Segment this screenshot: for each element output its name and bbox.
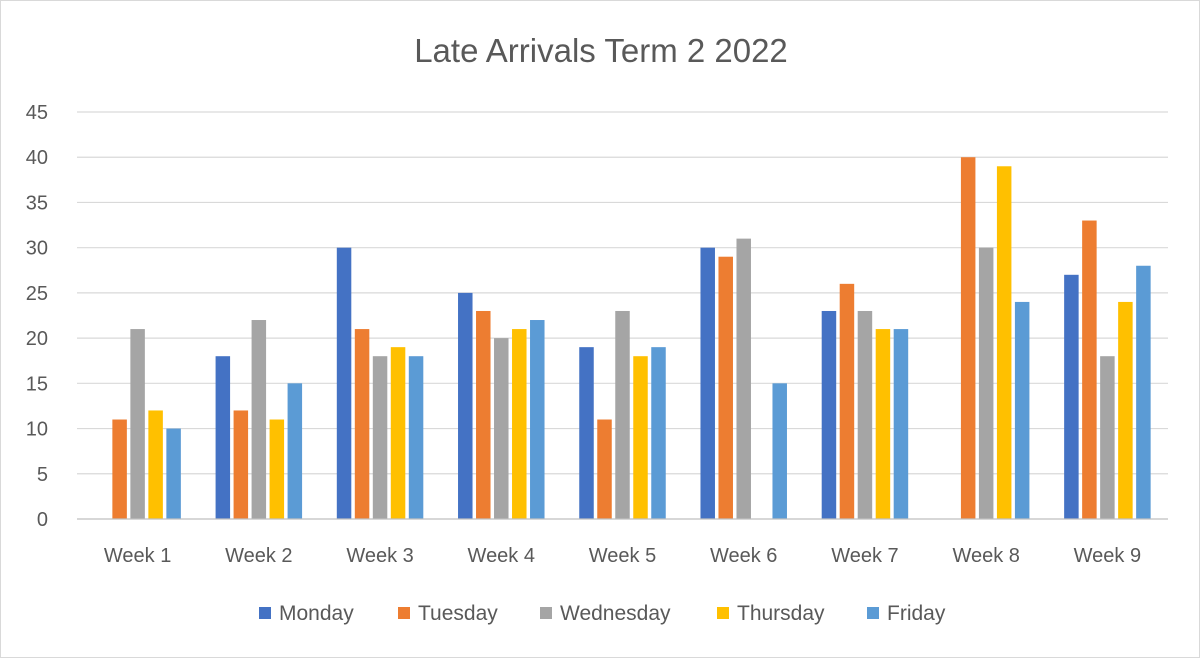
bar-friday-week-4 <box>530 320 545 519</box>
x-tick-label: Week 2 <box>225 545 292 567</box>
legend-label-tuesday: Tuesday <box>418 602 498 625</box>
bars <box>112 157 1151 520</box>
bar-tuesday-week-2 <box>233 410 249 519</box>
bar-thursday-week-7 <box>875 329 891 519</box>
y-tick-label: 45 <box>26 102 48 124</box>
bar-friday-week-8 <box>1014 301 1030 519</box>
bar-tuesday-week-3 <box>354 329 370 519</box>
y-tick-label: 5 <box>37 464 48 486</box>
bar-thursday-week-8 <box>996 166 1012 519</box>
x-tick-label: Week 8 <box>952 545 1019 567</box>
bar-friday-week-7 <box>893 329 909 519</box>
bar-thursday-week-5 <box>633 356 648 519</box>
bar-wednesday-week-7 <box>857 310 873 519</box>
bar-wednesday-week-6 <box>736 238 751 519</box>
bar-tuesday-week-5 <box>597 419 612 519</box>
y-tick-label: 0 <box>37 509 48 531</box>
bar-thursday-week-9 <box>1118 301 1133 519</box>
bar-tuesday-week-6 <box>718 256 733 519</box>
x-axis-ticks: Week 1 Week 2 Week 3 Week 4 Week 5 Week 6 Week… <box>104 545 1141 567</box>
bar-monday-week-9 <box>1064 274 1079 519</box>
bar-wednesday-week-9 <box>1100 356 1115 519</box>
y-tick-label: 20 <box>26 328 48 350</box>
bar-friday-week-9 <box>1136 265 1151 519</box>
legend-label-wednesday: Wednesday <box>560 602 671 625</box>
bar-monday-week-7 <box>821 310 837 519</box>
bar-wednesday-week-5 <box>615 310 630 519</box>
legend-swatch-thursday <box>717 607 729 619</box>
bar-thursday-week-1 <box>148 410 163 519</box>
y-tick-label: 10 <box>26 419 48 441</box>
bar-friday-week-1 <box>166 428 181 519</box>
bar-thursday-week-4 <box>512 329 527 519</box>
legend: Monday Tuesday Wednesday Thursday Friday <box>259 602 946 625</box>
y-tick-label: 30 <box>26 238 48 260</box>
legend-swatch-friday <box>867 607 879 619</box>
bar-wednesday-week-1 <box>130 329 145 519</box>
x-tick-label: Week 7 <box>831 545 898 567</box>
bar-tuesday-week-8 <box>960 157 976 519</box>
bar-monday-week-2 <box>215 356 231 519</box>
legend-label-friday: Friday <box>887 602 946 625</box>
x-tick-label: Week 5 <box>589 545 656 567</box>
bar-thursday-week-3 <box>390 347 406 519</box>
bar-thursday-week-2 <box>269 419 285 519</box>
bar-friday-week-3 <box>408 356 424 519</box>
x-tick-label: Week 1 <box>104 545 171 567</box>
bar-friday-week-5 <box>651 347 666 519</box>
y-tick-label: 40 <box>26 147 48 169</box>
bar-wednesday-week-8 <box>978 247 994 519</box>
y-tick-label: 35 <box>26 192 48 214</box>
legend-label-monday: Monday <box>279 602 354 625</box>
bar-tuesday-week-9 <box>1082 220 1097 520</box>
legend-swatch-monday <box>259 607 271 619</box>
x-tick-label: Week 4 <box>468 545 535 567</box>
y-tick-label: 25 <box>26 283 48 305</box>
bar-monday-week-5 <box>579 347 594 519</box>
legend-label-thursday: Thursday <box>737 602 825 625</box>
y-axis-ticks: 0 5 10 15 20 25 30 35 40 45 <box>26 102 48 531</box>
bar-wednesday-week-3 <box>372 356 388 519</box>
bar-monday-week-4 <box>458 292 473 519</box>
bar-friday-week-6 <box>772 383 787 519</box>
bar-wednesday-week-4 <box>494 338 509 519</box>
bar-tuesday-week-1 <box>112 419 127 519</box>
bar-wednesday-week-2 <box>251 320 267 519</box>
bar-monday-week-3 <box>336 247 352 519</box>
x-tick-label: Week 6 <box>710 545 777 567</box>
y-tick-label: 15 <box>26 373 48 395</box>
x-tick-label: Week 9 <box>1074 545 1141 567</box>
chart-title: Late Arrivals Term 2 2022 <box>414 32 788 69</box>
bar-tuesday-week-7 <box>839 283 855 519</box>
bar-friday-week-2 <box>287 383 303 519</box>
legend-swatch-wednesday <box>540 607 552 619</box>
x-tick-label: Week 3 <box>346 545 413 567</box>
legend-swatch-tuesday <box>398 607 410 619</box>
bar-monday-week-6 <box>700 247 715 519</box>
bar-tuesday-week-4 <box>476 310 491 519</box>
